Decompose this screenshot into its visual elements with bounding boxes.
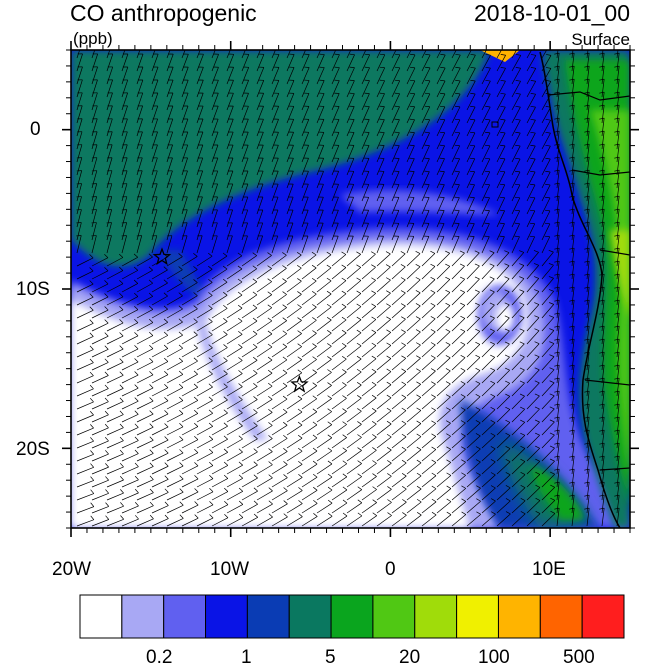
colorbar-label: 20: [399, 648, 420, 668]
colorbar-swatch: [164, 595, 206, 638]
colorbar-swatch: [498, 595, 540, 638]
wind-barb: [395, 41, 400, 42]
wind-barb: [425, 41, 430, 42]
wind-barb: [554, 40, 559, 41]
colorbar-label: 5: [325, 648, 336, 668]
wind-barb: [531, 41, 536, 42]
colorbar-swatch: [457, 595, 499, 638]
wind-barb: [569, 40, 574, 41]
lat-label: 10S: [16, 280, 50, 300]
colorbar: [80, 595, 624, 638]
lon-label: 10W: [210, 560, 249, 580]
wind-barb: [471, 41, 476, 42]
wind-barb: [335, 41, 340, 42]
wind-barb: [486, 41, 491, 42]
wind-barb: [599, 40, 604, 41]
colorbar-swatch: [540, 595, 582, 638]
colorbar-label: 1: [241, 648, 252, 668]
wind-barb: [614, 40, 619, 41]
colorbar-swatch: [206, 595, 248, 638]
lat-label: 20S: [16, 440, 50, 460]
wind-barb: [380, 41, 385, 42]
lon-label: 10E: [532, 560, 566, 580]
wind-barb: [365, 41, 370, 42]
lon-label: 20W: [52, 560, 91, 580]
colorbar-swatch: [373, 595, 415, 638]
wind-barb: [501, 41, 506, 42]
wind-barb: [584, 40, 589, 41]
wind-barb: [350, 41, 355, 42]
wind-barb: [440, 41, 445, 42]
lat-label: 0: [30, 120, 41, 140]
colorbar-label: 0.2: [146, 648, 172, 668]
colorbar-swatch: [415, 595, 457, 638]
colorbar-swatch: [582, 595, 624, 638]
colorbar-swatch: [289, 595, 331, 638]
co-field: [60, 40, 640, 540]
colorbar-swatch: [247, 595, 289, 638]
colorbar-swatch: [80, 595, 122, 638]
wind-barb: [410, 132, 415, 133]
wind-barb: [455, 41, 460, 42]
colorbar-label: 500: [563, 648, 595, 668]
wind-barb: [516, 41, 521, 42]
colorbar-swatch: [122, 595, 164, 638]
colorbar-swatch: [331, 595, 373, 638]
colorbar-label: 100: [478, 648, 510, 668]
wind-barb: [410, 41, 415, 42]
lon-label: 0: [385, 560, 396, 580]
